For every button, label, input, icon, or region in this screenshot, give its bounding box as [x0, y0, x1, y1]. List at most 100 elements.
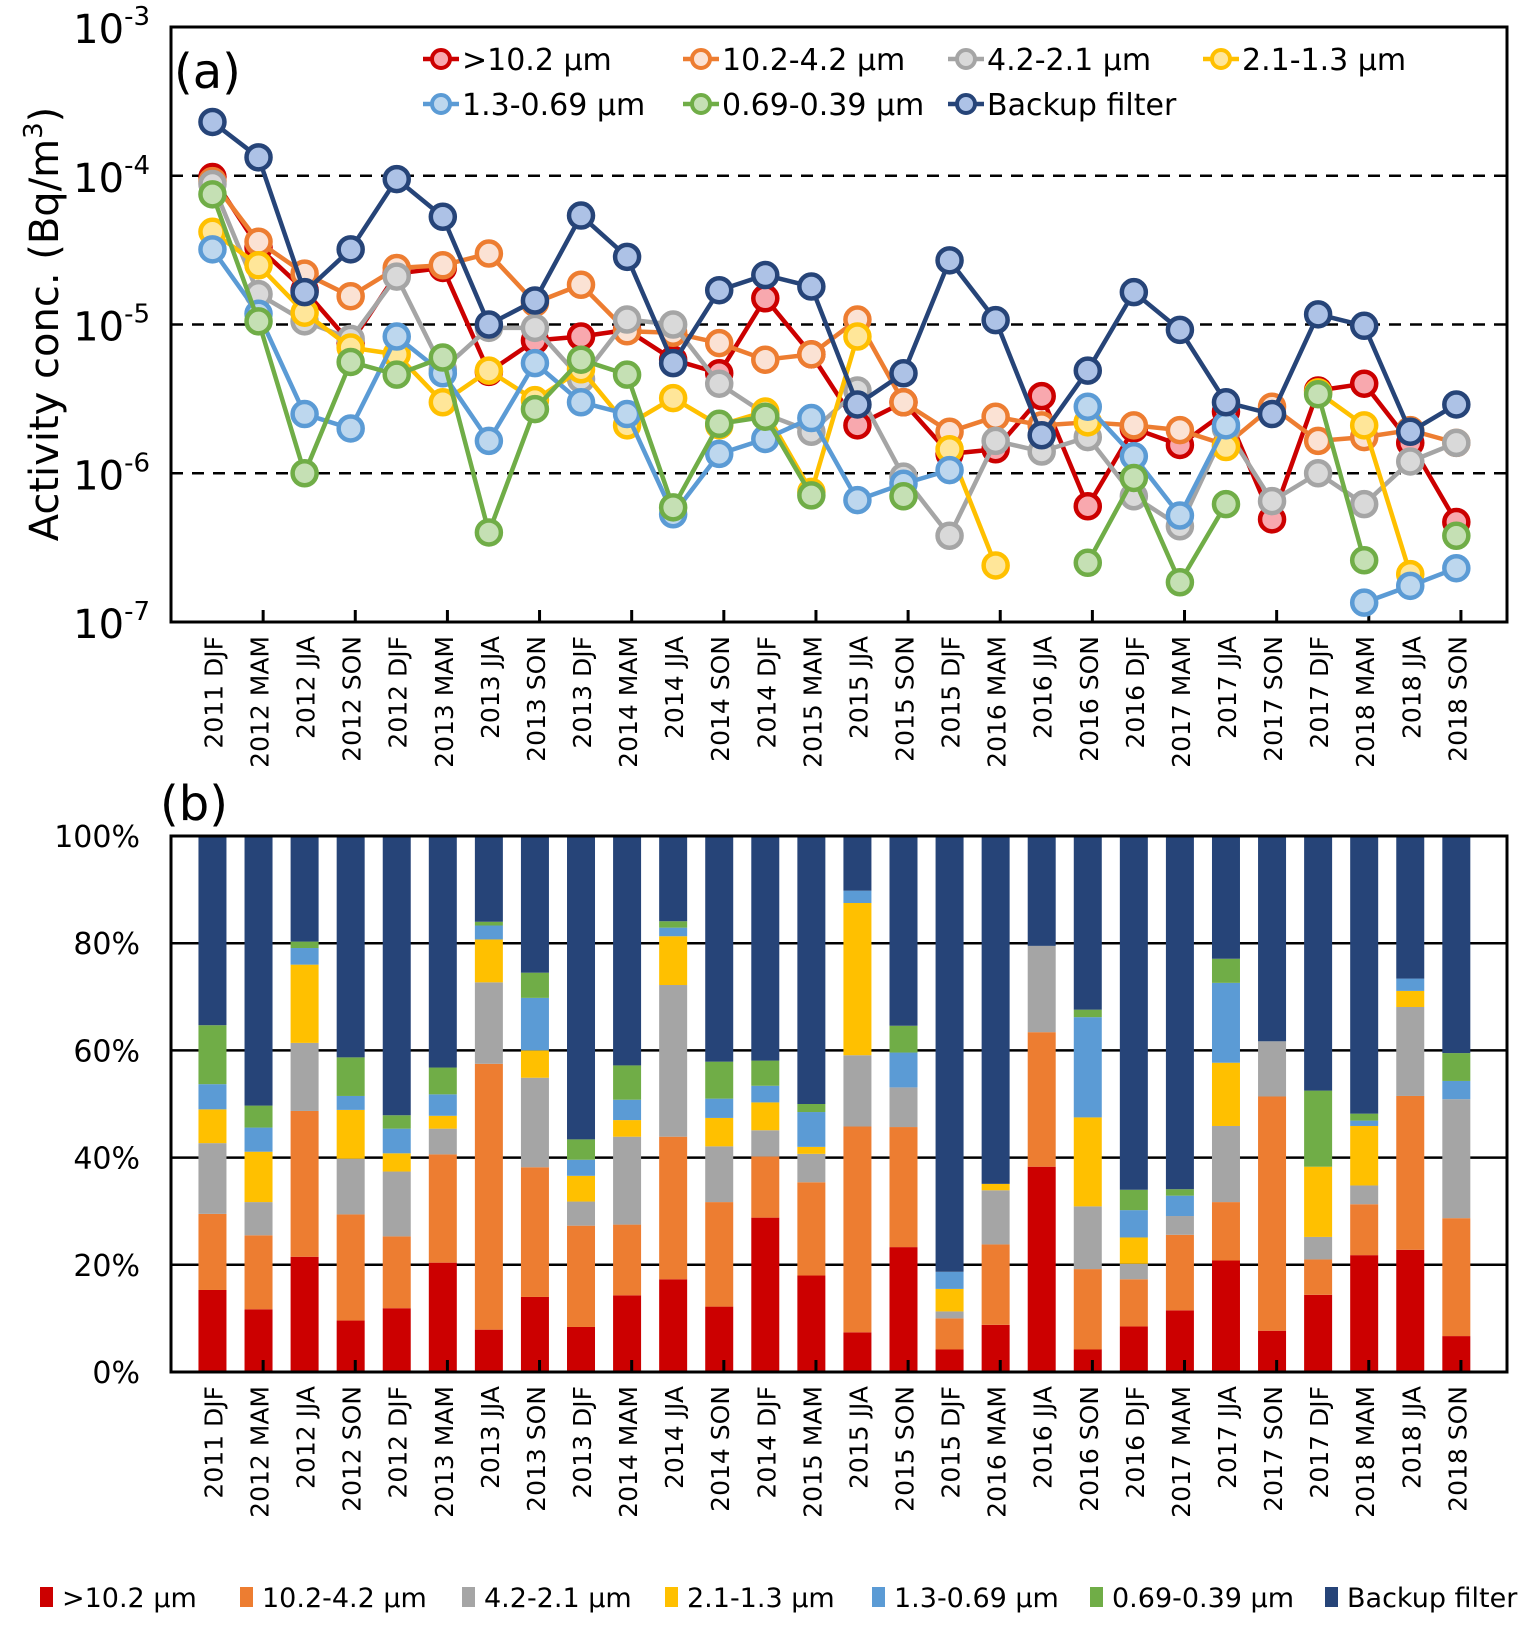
bar-segment-4-2-2-1-m: [1211, 1125, 1240, 1203]
bar-segment-4-2-2-1-m: [1304, 1236, 1333, 1260]
legend-label: 2.1-1.3 μm: [1242, 43, 1406, 78]
bar-segment-backup-filter: [1350, 836, 1379, 1114]
data-point: [1442, 428, 1471, 458]
bar-stack-2017-jja: [1211, 836, 1240, 1372]
bar-segment-10-2-4-2-m: [244, 1235, 273, 1310]
bar-segment-0-69-0-39-m: [1073, 1009, 1102, 1018]
bar-segment-0-69-0-39-m: [567, 1139, 596, 1160]
x-tick-label: 2017 JJA: [1213, 1386, 1242, 1489]
panel-a-line-chart: 10-310-410-510-610-7 (a) >10.2 μm 10.2-4.…: [19, 2, 1509, 768]
bar-segment-backup-filter: [474, 836, 503, 922]
data-point: [382, 262, 411, 291]
bar-segment-0-69-0-39-m: [474, 921, 503, 926]
bar-segment-backup-filter: [613, 836, 642, 1066]
x-tick-label: 2017 DJF: [1305, 636, 1334, 749]
bar-stack-2018-jja: [1396, 836, 1425, 1372]
bar-segment-10-2-m: [1350, 1255, 1379, 1372]
data-point: [1349, 588, 1379, 617]
data-point: [658, 383, 688, 413]
data-point: [382, 164, 411, 194]
data-point: [1073, 492, 1103, 521]
panel-a-label: (a): [174, 44, 241, 100]
data-point: [244, 307, 273, 336]
y-tick-label: 20%: [73, 1249, 140, 1284]
bar-segment-0-69-0-39-m: [1119, 1189, 1148, 1211]
bar-segment-10-2-4-2-m: [705, 1202, 734, 1307]
x-tick-label: 2012 SON: [338, 636, 367, 762]
bar-segment-1-3-0-69-m: [1442, 1080, 1471, 1100]
data-point: [290, 459, 319, 488]
bar-segment-4-2-2-1-m: [474, 982, 503, 1064]
legend-item-1-3-0-69-m: 1.3-0.69 μm: [872, 1583, 1059, 1614]
y-tick-label: 10-7: [73, 597, 150, 648]
y-tick-label: 0%: [92, 1356, 140, 1391]
bar-segment-4-2-2-1-m: [382, 1171, 411, 1237]
data-point: [658, 493, 688, 522]
bar-segment-10-2-4-2-m: [474, 1063, 503, 1330]
bar-segment-10-2-m: [382, 1308, 411, 1372]
legend-item-0-69-0-39-m: 0.69-0.39 μm: [1090, 1583, 1294, 1614]
x-tick-label: 2013 DJF: [568, 636, 597, 749]
bar-segment-4-2-2-1-m: [1027, 945, 1056, 1033]
bar-segment-4-2-2-1-m: [659, 985, 688, 1137]
bar-segment-4-2-2-1-m: [889, 1087, 918, 1128]
bar-segment-4-2-2-1-m: [751, 1130, 780, 1157]
bar-segment-0-69-0-39-m: [1211, 958, 1240, 983]
series-0-69-0-39-m: [198, 180, 1471, 597]
bar-segment-backup-filter: [705, 836, 734, 1062]
bar-segment-backup-filter: [244, 836, 273, 1106]
data-point: [889, 482, 918, 511]
bar-segment-0-69-0-39-m: [613, 1065, 642, 1100]
data-point: [751, 284, 780, 313]
bar-segment-10-2-4-2-m: [567, 1225, 596, 1327]
y-axis-label-end: ): [22, 107, 68, 123]
y-axis-label-main: Activity conc. (Bq/m: [22, 139, 68, 541]
panel-a-legend: >10.2 μm 10.2-4.2 μm 4.2-2.1 μm 2.1-1.3 μm 1…: [423, 43, 1406, 123]
x-tick-label: 2012 JJA: [292, 1386, 321, 1489]
bar-stack-2012-djf: [382, 836, 411, 1372]
y-tick-base: 10: [73, 156, 124, 202]
bar-segment-backup-filter: [935, 836, 964, 1272]
bar-segment-2-1-1-3-m: [797, 1146, 826, 1154]
bar-segment-backup-filter: [382, 836, 411, 1116]
x-tick-label: 2014 SON: [706, 636, 735, 762]
x-tick-label: 2017 SON: [1259, 636, 1288, 762]
x-tick-label: 2018 JJA: [1397, 1386, 1426, 1489]
x-tick-label: 2012 MAM: [246, 1386, 275, 1518]
x-tick-label: 2015 MAM: [798, 1386, 827, 1518]
y-tick-label: 80%: [73, 927, 140, 962]
data-point: [566, 201, 596, 230]
panel-a-y-tick-labels: 10-310-410-510-610-7: [73, 2, 150, 648]
legend-label: >10.2 μm: [462, 43, 612, 78]
x-tick-label: 2018 MAM: [1351, 636, 1380, 768]
data-point: [244, 227, 273, 256]
series-line: [1085, 475, 1228, 585]
bar-segment-2-1-1-3-m: [659, 936, 688, 986]
data-point: [1165, 415, 1195, 445]
bar-segment-10-2-4-2-m: [797, 1182, 826, 1276]
bar-segment-10-2-m: [1304, 1294, 1333, 1372]
legend-item-0-69-0-39-m: 0.69-0.39 μm: [683, 88, 924, 123]
bar-stack-2012-jja: [290, 836, 319, 1372]
bar-segment-10-2-4-2-m: [428, 1154, 457, 1263]
data-point: [1165, 568, 1195, 597]
legend-item-backup-filter: Backup filter: [1325, 1583, 1518, 1614]
bar-segment-4-2-2-1-m: [1442, 1099, 1471, 1219]
y-tick-label: 40%: [73, 1142, 140, 1177]
bar-segment-2-1-1-3-m: [1396, 990, 1425, 1007]
data-point: [1119, 277, 1149, 307]
x-tick-label: 2017 JJA: [1213, 636, 1242, 739]
legend-label: 10.2-4.2 μm: [722, 43, 905, 78]
data-point: [474, 239, 504, 268]
legend-marker: [1210, 48, 1232, 70]
bar-segment-backup-filter: [336, 836, 365, 1058]
y-tick-exponent: -3: [124, 2, 150, 32]
bar-segment-10-2-4-2-m: [843, 1126, 872, 1333]
bar-segment-4-2-2-1-m: [1350, 1185, 1379, 1205]
data-point: [1349, 489, 1379, 519]
data-point: [751, 345, 780, 374]
legend-marker: [955, 93, 977, 115]
data-point: [428, 251, 458, 280]
bar-segment-0-69-0-39-m: [198, 1025, 227, 1085]
x-tick-label: 2011 DJF: [199, 636, 228, 749]
